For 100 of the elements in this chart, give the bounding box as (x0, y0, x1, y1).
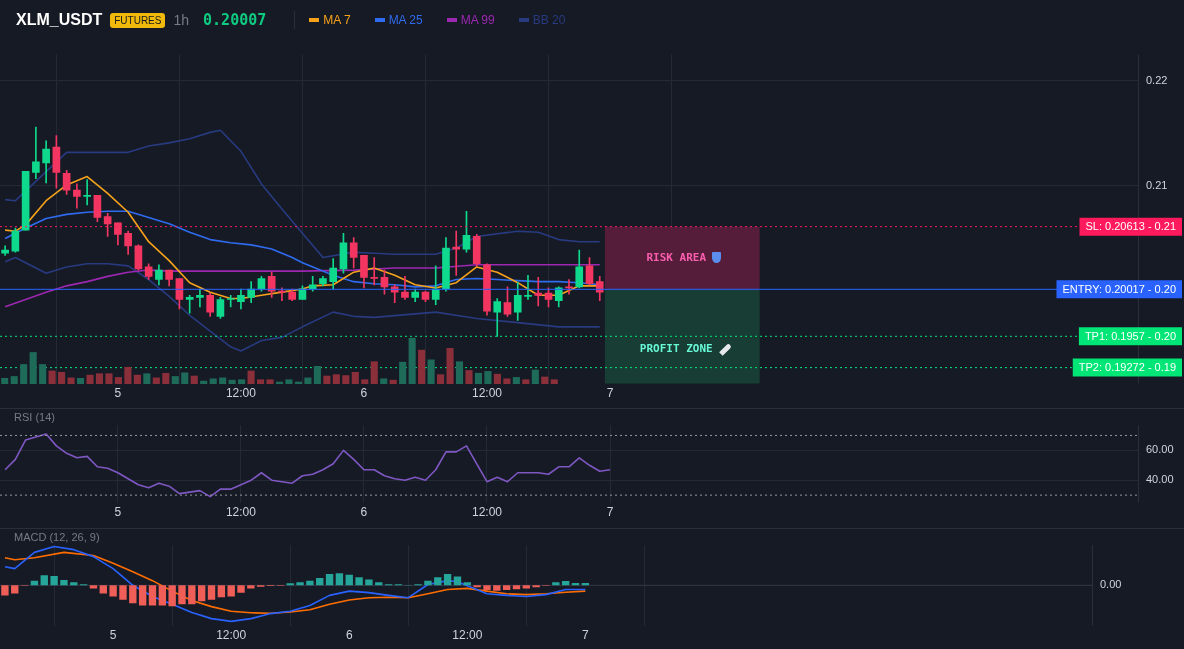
bar (60, 579, 68, 586)
candlestick (524, 275, 532, 300)
bar (40, 575, 48, 586)
bar (219, 377, 227, 384)
bar (304, 377, 312, 384)
bar (86, 374, 94, 384)
bar (99, 585, 107, 594)
bar (418, 349, 426, 384)
bar (188, 585, 196, 605)
bar (207, 585, 216, 600)
text: BB 20 (518, 13, 566, 27)
bar (168, 585, 176, 607)
bar (89, 585, 98, 589)
bar (345, 574, 353, 586)
x-tick-label: 5 (109, 628, 117, 643)
text: 1h (173, 12, 190, 28)
x-tick-label: 5 (114, 386, 122, 401)
bar (181, 372, 189, 384)
x-tick-label: 7 (606, 386, 614, 401)
bar (493, 585, 501, 591)
bar (443, 574, 452, 586)
x-tick-label: 6 (345, 628, 353, 643)
bar (323, 375, 331, 384)
bar (247, 370, 255, 384)
bar (306, 580, 314, 586)
band-label: PROFIT ZONE (639, 341, 713, 355)
bar (325, 574, 334, 586)
bar (171, 375, 179, 384)
bar (351, 371, 359, 384)
bar (434, 577, 442, 586)
text: MA 25 (374, 13, 423, 27)
bar (238, 378, 246, 384)
x-tick-label: 12:00 (471, 505, 503, 520)
bar (446, 347, 454, 384)
bar (316, 577, 324, 586)
bar (531, 369, 539, 384)
bar (138, 585, 147, 606)
bar (158, 585, 167, 606)
bar (209, 378, 217, 384)
text: MA 7 (309, 13, 351, 27)
bar (39, 363, 47, 384)
bar (474, 372, 483, 384)
bar (375, 582, 383, 586)
bar (493, 373, 501, 384)
y-tick-label: 40.00 (1146, 473, 1174, 486)
bar (541, 376, 549, 384)
bar (550, 378, 558, 384)
bar (455, 360, 464, 384)
candlestick (226, 294, 235, 308)
text: 0.00 (1100, 578, 1122, 591)
bar (190, 375, 198, 384)
bar (522, 585, 531, 589)
band-label: RISK AREA (646, 250, 707, 264)
bar (355, 577, 363, 586)
text: 0.20007 (203, 11, 267, 29)
bar (200, 380, 208, 384)
bar (217, 585, 226, 598)
bar (465, 369, 473, 384)
bar (247, 585, 255, 589)
bar (105, 372, 113, 384)
bar (129, 585, 137, 604)
bar (399, 361, 407, 384)
bar (124, 366, 132, 384)
bar (58, 371, 66, 384)
bar (408, 337, 416, 384)
bar (365, 579, 373, 586)
bar (133, 374, 141, 384)
chart-title: MACD (12, 26, 9) (14, 530, 100, 543)
ref-line-label: SL: 0.20613 - 0.21 (1085, 220, 1176, 233)
text: FUTURES (110, 12, 166, 28)
ref-line-label: ENTRY: 0.20017 - 0.20 (1062, 282, 1177, 295)
bar (67, 377, 75, 384)
bar (296, 582, 304, 586)
bar (227, 585, 235, 597)
bar (10, 375, 18, 384)
bar (463, 582, 471, 586)
bar (228, 379, 236, 384)
bar (313, 365, 321, 384)
bar (50, 576, 58, 586)
y-tick-label: 0.21 (1146, 179, 1168, 192)
bar (285, 378, 293, 384)
ref-line-label: TP2: 0.19272 - 0.19 (1078, 361, 1176, 374)
x-tick-label: 12:00 (225, 505, 257, 520)
bar (152, 377, 160, 384)
bar (143, 372, 151, 384)
bar (437, 373, 445, 384)
bar (20, 363, 28, 384)
bar (552, 582, 560, 586)
bar (370, 360, 378, 384)
x-tick-label: 6 (360, 505, 368, 520)
bar (561, 581, 570, 586)
candlestick (370, 257, 379, 286)
bar (114, 376, 122, 384)
bar (342, 374, 350, 384)
x-tick-label: 6 (360, 386, 368, 401)
x-tick-label: 12:00 (216, 628, 247, 643)
bar (522, 378, 530, 384)
bar (484, 370, 492, 384)
bar (424, 580, 432, 586)
bar (109, 585, 117, 597)
